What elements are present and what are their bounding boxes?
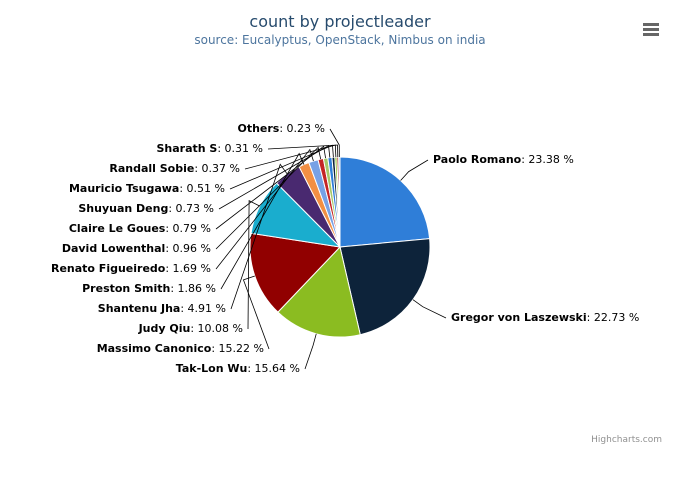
data-label: Shuyuan Deng: 0.73 %	[78, 202, 214, 215]
pie-slice	[339, 156, 431, 248]
connector	[329, 128, 340, 158]
label-name: Others	[237, 122, 279, 135]
data-label: Renato Figueiredo: 1.69 %	[51, 262, 211, 275]
label-value: : 15.64 %	[247, 362, 300, 375]
label-name: David Lowenthal	[62, 242, 166, 255]
label-name: Claire Le Goues	[69, 222, 166, 235]
chart-subtitle: source: Eucalyptus, OpenStack, Nimbus on…	[194, 33, 485, 47]
pie-slice	[338, 156, 341, 248]
data-label: Massimo Canonico: 15.22 %	[97, 342, 264, 355]
label-value: : 1.86 %	[170, 282, 216, 295]
label-value: : 4.91 %	[180, 302, 226, 315]
label-name: Tak-Lon Wu	[176, 362, 248, 375]
pie	[249, 156, 431, 338]
chart-title: count by projectleader	[249, 12, 431, 31]
data-label: Shantenu Jha: 4.91 %	[98, 302, 226, 315]
label-value: : 22.73 %	[587, 311, 640, 324]
data-label: Paolo Romano: 23.38 %	[433, 153, 574, 166]
label-value: : 0.73 %	[168, 202, 214, 215]
label-name: Shuyuan Deng	[78, 202, 168, 215]
label-value: : 0.31 %	[217, 142, 263, 155]
connector	[242, 275, 270, 350]
data-label: Randall Sobie: 0.37 %	[109, 162, 240, 175]
data-label: Claire Le Goues: 0.79 %	[69, 222, 211, 235]
label-name: Massimo Canonico	[97, 342, 212, 355]
label-value: : 15.22 %	[211, 342, 264, 355]
connector	[247, 200, 260, 330]
label-value: : 0.96 %	[165, 242, 211, 255]
label-name: Preston Smith	[82, 282, 170, 295]
credit[interactable]: Highcharts.com	[591, 435, 662, 445]
label-name: Randall Sobie	[109, 162, 194, 175]
label-value: : 10.08 %	[190, 322, 243, 335]
label-name: Mauricio Tsugawa	[69, 182, 179, 195]
data-label: Others: 0.23 %	[237, 122, 325, 135]
label-name: Gregor von Laszewski	[451, 311, 587, 324]
label-name: Sharath S	[156, 142, 217, 155]
label-value: : 0.79 %	[165, 222, 211, 235]
label-value: : 0.23 %	[279, 122, 325, 135]
connector	[215, 145, 326, 230]
connector	[400, 159, 429, 181]
data-label: Judy Qiu: 10.08 %	[138, 322, 243, 335]
label-name: Paolo Romano	[433, 153, 522, 166]
connector	[215, 146, 322, 250]
data-labels: Paolo Romano: 23.38 % Gregor von Laszewsk…	[51, 122, 639, 375]
data-label: Gregor von Laszewski: 22.73 %	[451, 311, 639, 324]
label-value: : 0.37 %	[194, 162, 240, 175]
data-label: Sharath S: 0.31 %	[156, 142, 263, 155]
data-label: Preston Smith: 1.86 %	[82, 282, 216, 295]
connector	[215, 148, 314, 270]
label-name: Shantenu Jha	[98, 302, 181, 315]
pie-slice	[339, 238, 431, 336]
data-label: Tak-Lon Wu: 15.64 %	[176, 362, 300, 375]
connector	[412, 299, 447, 319]
label-value: : 0.51 %	[179, 182, 225, 195]
connector	[267, 144, 339, 158]
label-value: : 1.69 %	[165, 262, 211, 275]
connector	[304, 333, 317, 370]
label-name: Renato Figueiredo	[51, 262, 166, 275]
label-name: Judy Qiu	[138, 322, 191, 335]
label-value: : 23.38 %	[521, 153, 574, 166]
data-label: David Lowenthal: 0.96 %	[62, 242, 211, 255]
menu-button[interactable]	[640, 20, 662, 38]
data-label: Mauricio Tsugawa: 0.51 %	[69, 182, 225, 195]
